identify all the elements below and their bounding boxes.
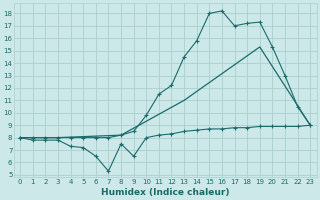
X-axis label: Humidex (Indice chaleur): Humidex (Indice chaleur) [101, 188, 229, 197]
